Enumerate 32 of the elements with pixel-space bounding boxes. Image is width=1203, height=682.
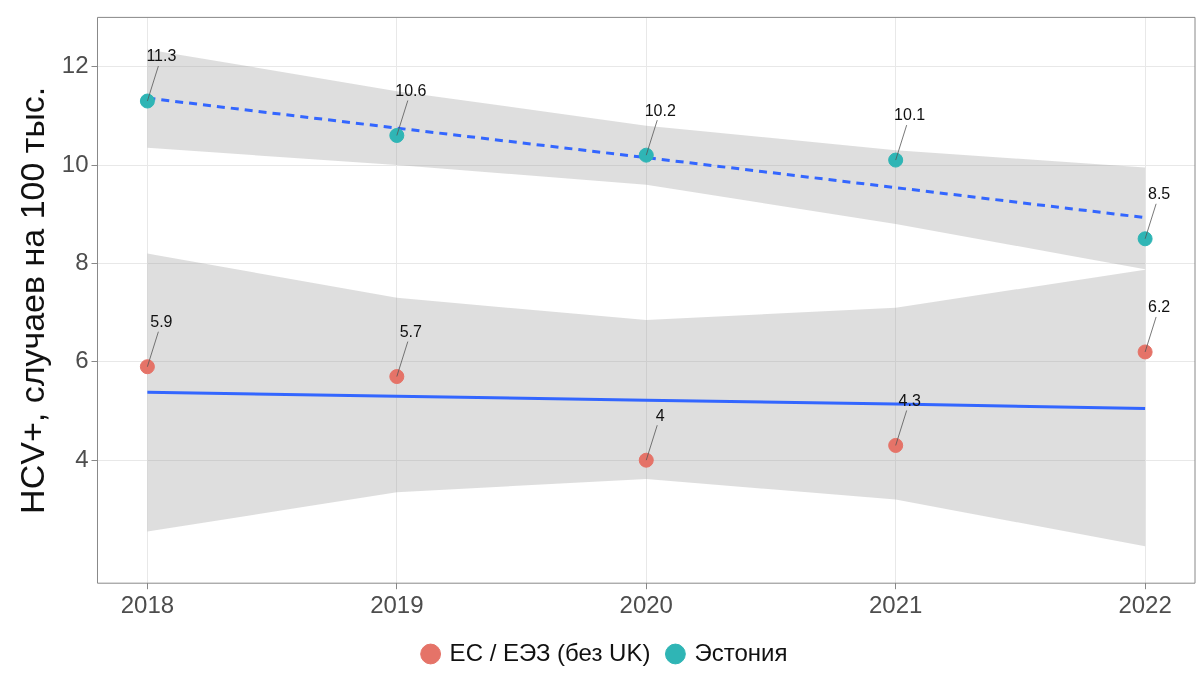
x-tick-label: 2018 [120,591,175,619]
y-tick-label: 6 [75,346,89,374]
point [1137,231,1153,247]
data-label: 8.5 [1147,185,1171,203]
y-tick-label: 12 [61,51,89,79]
legend-label: Эстония [694,638,788,666]
x-tick-label: 2019 [370,591,424,619]
point [888,437,904,453]
data-label: 5.9 [150,313,173,331]
y-tick-label: 4 [75,444,89,472]
x-tick-label: 2021 [868,591,923,619]
y-axis-title: HCV+, случаев на 100 тыс. [12,86,51,514]
legend-label: ЕС / ЕЭЗ (без UK) [449,638,651,666]
point [1137,344,1153,360]
point [638,147,654,163]
point [139,93,155,109]
point [389,369,405,385]
point [139,359,155,375]
point [638,452,654,468]
x-tick-label: 2020 [619,591,673,619]
data-label: 10.1 [894,106,926,124]
data-label: 5.7 [399,322,423,340]
data-label: 10.2 [644,101,676,119]
data-label: 11.3 [146,47,177,65]
y-tick-label: 8 [75,248,89,276]
point [389,127,405,143]
y-tick-label: 10 [61,149,89,177]
data-label: 6.2 [1147,298,1171,316]
data-label: 10.6 [395,81,427,99]
data-label: 4 [655,406,665,424]
x-tick-label: 2022 [1118,591,1172,619]
point [888,152,904,168]
